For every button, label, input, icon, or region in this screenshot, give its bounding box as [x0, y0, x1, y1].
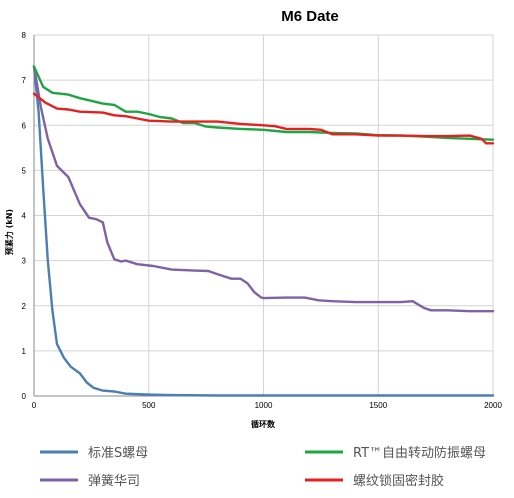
legend-label-2: RT™自由转动防振螺母 — [353, 445, 486, 461]
x-tick-label: 0 — [32, 401, 37, 410]
x-tick-label: 2000 — [484, 401, 502, 410]
x-tick-label: 1000 — [255, 401, 273, 410]
y-tick-label: 4 — [22, 212, 27, 221]
y-tick-label: 2 — [22, 302, 27, 311]
y-tick-label: 6 — [22, 121, 27, 130]
chart-title: M6 Date — [281, 8, 339, 25]
y-tick-labels: 0 1 2 3 4 5 6 7 8 — [22, 31, 27, 401]
y-axis-label: 预紧力 (kN) — [4, 209, 14, 255]
y-tick-label: 3 — [22, 257, 27, 266]
y-tick-label: 1 — [22, 347, 27, 356]
gridlines — [34, 34, 494, 396]
series-line-3 — [32, 92, 495, 145]
series-lines — [32, 65, 495, 397]
y-tick-label: 5 — [22, 166, 27, 175]
y-tick-label: 8 — [22, 31, 27, 40]
series-line-0 — [32, 65, 495, 397]
x-tick-label: 500 — [142, 401, 156, 410]
legend-label-1: 弹簧华司 — [88, 473, 140, 489]
x-tick-labels: 0 500 1000 1500 2000 — [32, 401, 503, 410]
y-tick-label: 0 — [22, 392, 27, 401]
series-line-1 — [32, 65, 495, 313]
legend-label-3: 螺纹锁固密封胶 — [353, 473, 444, 489]
y-tick-label: 7 — [22, 76, 27, 85]
legend-label-0: 标准S螺母 — [88, 446, 148, 461]
x-axis-label: 循环数 — [250, 419, 276, 429]
x-tick-label: 1500 — [369, 401, 387, 410]
